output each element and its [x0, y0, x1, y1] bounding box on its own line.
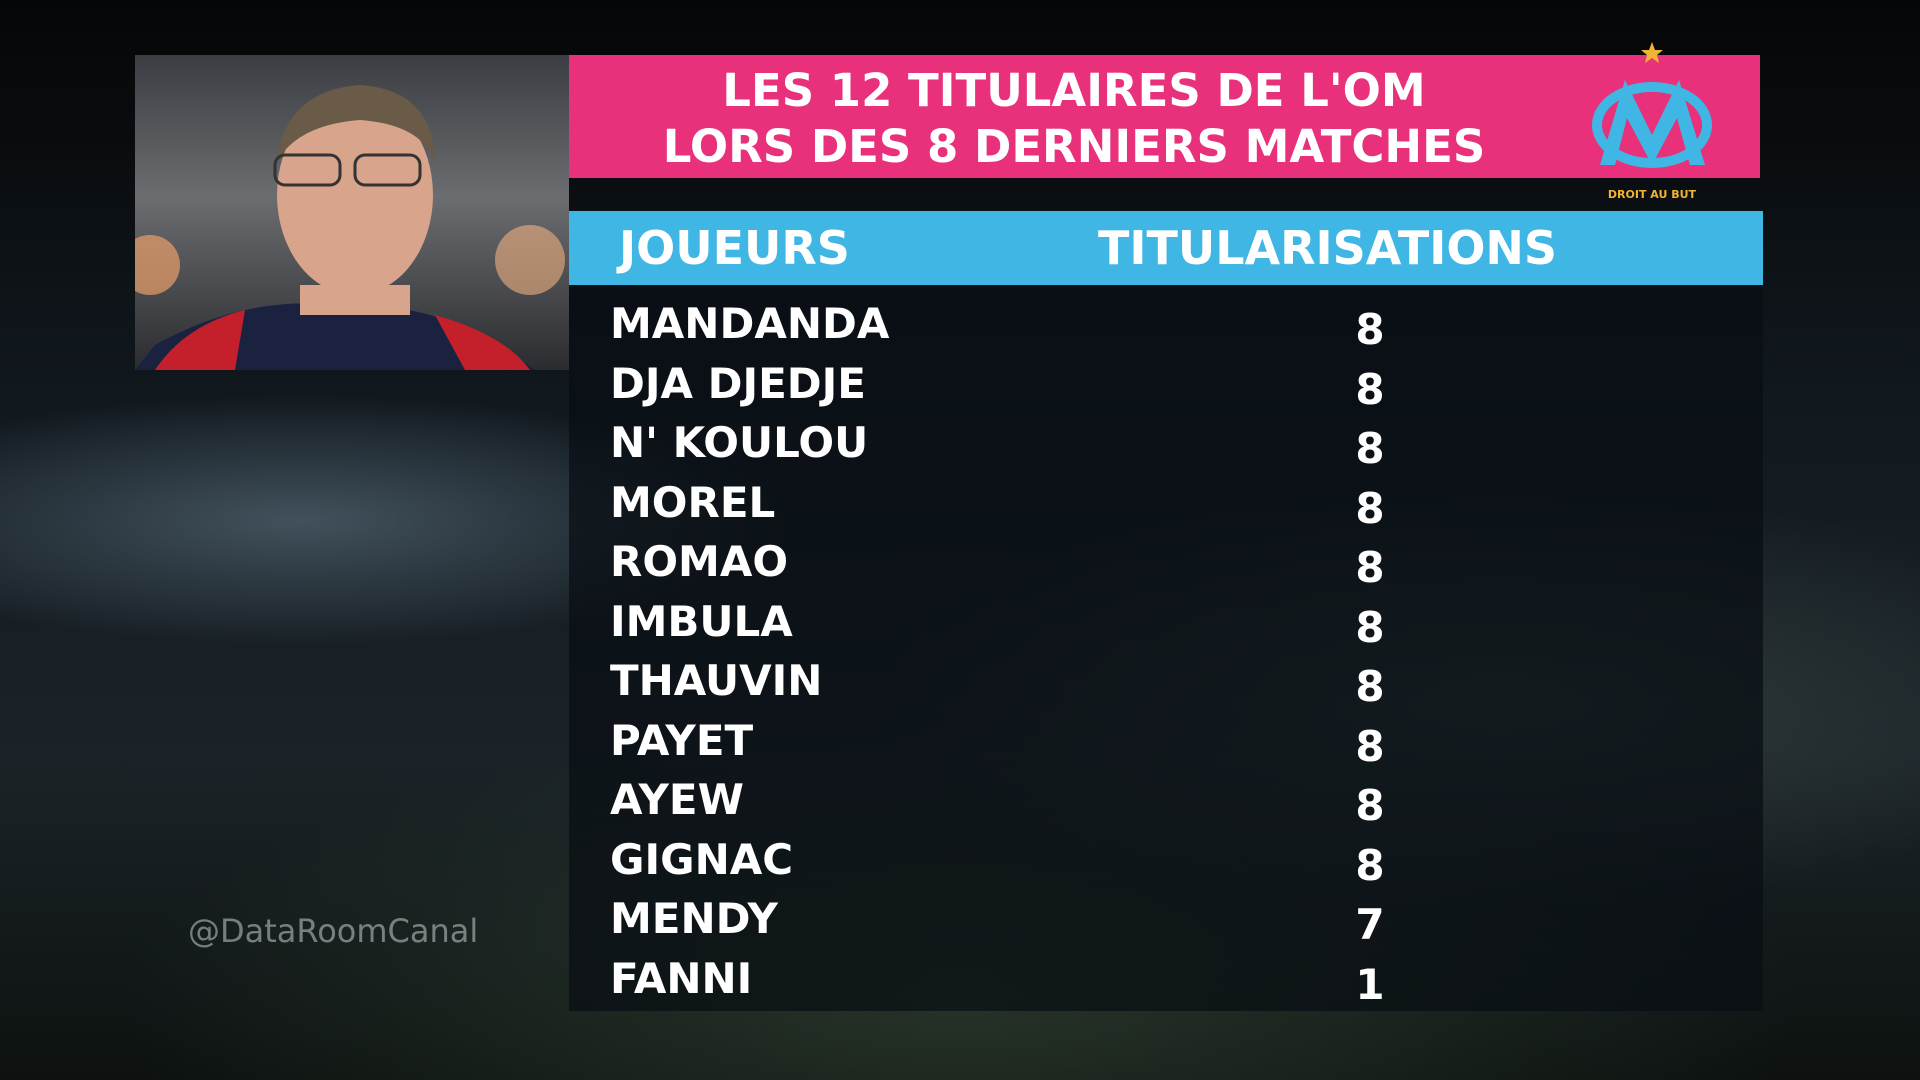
starts-count: 8 — [1355, 364, 1385, 414]
table-row: MANDANDA 8 — [569, 291, 1763, 354]
table-row: N' KOULOU 8 — [569, 410, 1763, 473]
player-name: GIGNAC — [610, 834, 794, 884]
title: LES 12 TITULAIRES DE L'OM LORS DES 8 DER… — [569, 63, 1579, 175]
table-row: DJA DJEDJE 8 — [569, 351, 1763, 414]
starts-count: 8 — [1355, 840, 1385, 890]
starts-count: 8 — [1355, 602, 1385, 652]
table-row: IMBULA 8 — [569, 589, 1763, 652]
starts-count: 1 — [1355, 959, 1385, 1009]
starts-count: 8 — [1355, 543, 1385, 592]
player-name: N' KOULOU — [610, 418, 869, 467]
player-name: PAYET — [610, 715, 754, 765]
watermark: @DataRoomCanal — [188, 912, 479, 950]
starts-count: 8 — [1355, 305, 1385, 354]
table-row: ROMAO 8 — [569, 529, 1763, 592]
logo-motto: DROIT AU BUT — [1608, 188, 1697, 201]
table-row: FANNI 1 — [569, 946, 1763, 1009]
player-name: ROMAO — [610, 537, 789, 586]
player-name: THAUVIN — [610, 656, 823, 705]
player-name: IMBULA — [610, 596, 793, 646]
column-header: JOUEURS TITULARISATIONS — [569, 211, 1763, 285]
player-name: MOREL — [610, 477, 776, 527]
table-row: MOREL 8 — [569, 470, 1763, 533]
table-row: PAYET 8 — [569, 708, 1763, 771]
starts-count: 8 — [1355, 721, 1385, 771]
player-name: FANNI — [610, 953, 753, 1003]
table-row: GIGNAC 8 — [569, 827, 1763, 890]
table-row: AYEW 8 — [569, 767, 1763, 830]
player-name: MENDY — [610, 894, 778, 943]
table-body: MANDANDA 8 DJA DJEDJE 8 N' KOULOU 8 MOREL 8 ROMA… — [569, 287, 1763, 1011]
starts-count: 8 — [1355, 781, 1385, 830]
photo-illustration — [135, 85, 565, 370]
starts-count: 8 — [1355, 483, 1385, 533]
table-row: MENDY 7 — [569, 886, 1763, 949]
column-label: JOUEURS — [619, 221, 850, 275]
coach-photo — [135, 55, 569, 370]
starts-count: 8 — [1355, 424, 1385, 473]
player-name: AYEW — [610, 775, 744, 824]
starts-count: 8 — [1355, 662, 1385, 711]
title-line: LORS DES 8 DERNIERS MATCHES — [662, 120, 1486, 173]
club-logo: DROIT AU BUT — [1592, 42, 1712, 201]
table-row: THAUVIN 8 — [569, 648, 1763, 711]
title-banner: LES 12 TITULAIRES DE L'OM LORS DES 8 DER… — [569, 55, 1760, 178]
starts-count: 7 — [1355, 900, 1385, 949]
title-line: LES 12 TITULAIRES DE L'OM — [722, 64, 1426, 117]
player-name: MANDANDA — [610, 299, 890, 348]
column-label: TITULARISATIONS — [1098, 221, 1558, 275]
player-name: DJA DJEDJE — [610, 358, 866, 408]
